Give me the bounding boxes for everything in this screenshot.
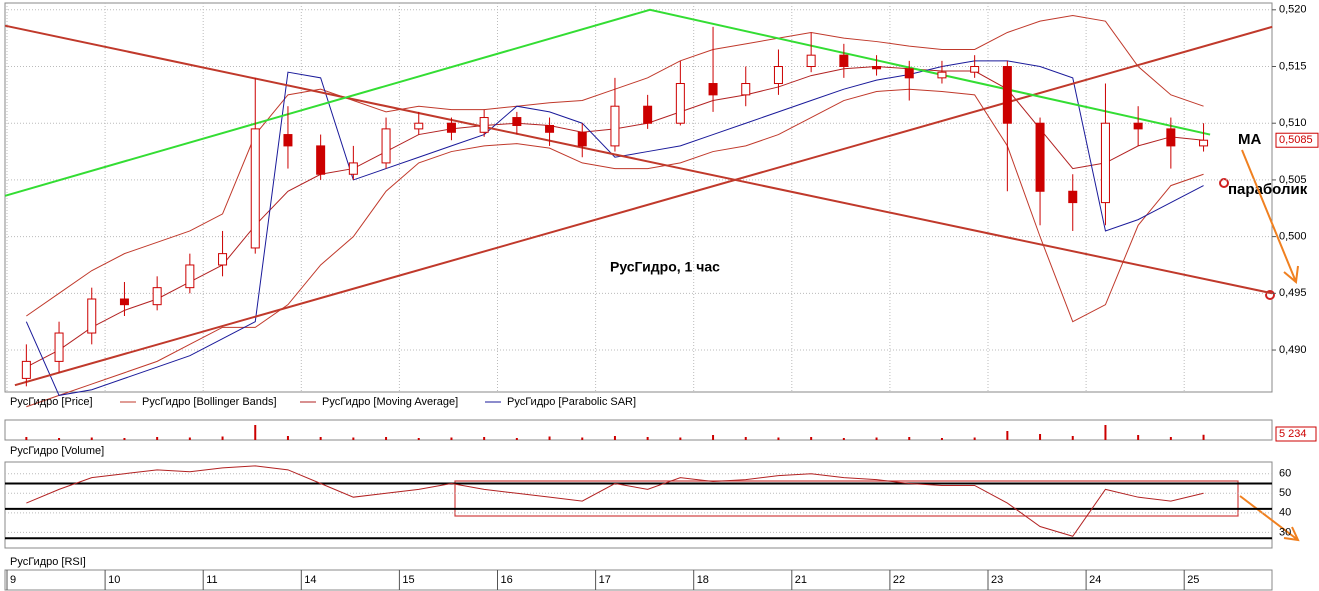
last-value-label: 0,5085 (1279, 134, 1313, 146)
y-tick-label: 0,510 (1279, 117, 1307, 129)
legend-label: РусГидро [Bollinger Bands] (142, 396, 277, 408)
trend-line (4, 8, 1211, 197)
marker (1219, 178, 1229, 188)
candle-body (283, 134, 293, 147)
y-tick-label: 40 (1279, 507, 1291, 519)
y-tick-label: 0,490 (1279, 344, 1307, 356)
candle-body (937, 71, 947, 79)
x-tick-label: 25 (1187, 574, 1199, 586)
x-tick-label: 17 (599, 574, 611, 586)
y-tick-label: 60 (1279, 468, 1291, 480)
date-axis (4, 569, 1273, 591)
y-tick-label: 0,505 (1279, 174, 1307, 186)
candle-body (610, 105, 620, 147)
panel-label: РусГидро [RSI] (10, 556, 86, 568)
x-tick-label: 18 (697, 574, 709, 586)
panel-label: РусГидро [Volume] (10, 445, 104, 457)
last-value-label: 5 234 (1279, 428, 1307, 440)
x-tick-label: 23 (991, 574, 1003, 586)
y-tick-label: 30 (1279, 526, 1291, 538)
x-tick-label: 10 (108, 574, 120, 586)
legend-label: РусГидро [Moving Average] (322, 396, 458, 408)
candle-body (446, 122, 456, 133)
candle-body (872, 66, 882, 70)
legend-label: РусГидро [Parabolic SAR] (507, 396, 636, 408)
x-tick-label: 14 (304, 574, 316, 586)
arrow (1239, 495, 1300, 542)
candle-body (545, 124, 555, 133)
chart-title: РусГидро, 1 час (610, 259, 720, 275)
candle-body (381, 128, 391, 164)
last-value-box (1275, 426, 1317, 442)
y-tick-label: 50 (1279, 487, 1291, 499)
candle-body (741, 83, 751, 96)
annotation: МА (1238, 131, 1261, 148)
candle-body (970, 66, 980, 73)
candle-body (218, 253, 228, 266)
candle-body (675, 83, 685, 124)
candle-body (250, 128, 260, 249)
arrow (1241, 149, 1299, 284)
candle-body (119, 298, 129, 306)
candle-body (54, 332, 64, 362)
rsi-line (26, 465, 1204, 537)
candle-body (152, 287, 162, 306)
candle-body (577, 131, 587, 147)
x-tick-label: 15 (402, 574, 414, 586)
candle-body (1199, 139, 1209, 147)
candle-body (1100, 122, 1110, 204)
candle-body (708, 83, 718, 96)
candle-body (479, 117, 489, 133)
candle-body (348, 162, 358, 175)
candle-body (643, 105, 653, 124)
x-tick-label: 11 (206, 574, 217, 586)
volume-panel (4, 419, 1273, 441)
x-tick-label: 21 (795, 574, 807, 586)
y-tick-label: 0,495 (1279, 287, 1307, 299)
x-tick-label: 9 (10, 574, 16, 586)
y-tick-label: 0,515 (1279, 60, 1307, 72)
candle-body (87, 298, 97, 334)
candle-body (904, 68, 914, 79)
x-tick-label: 16 (501, 574, 513, 586)
candle-body (414, 122, 424, 130)
candle-body (839, 54, 849, 68)
trend-line (4, 24, 1273, 295)
trend-line (14, 25, 1273, 387)
candle-body (21, 360, 31, 379)
candle-body (806, 54, 816, 68)
annotation: параболик (1228, 181, 1308, 198)
y-tick-label: 0,500 (1279, 231, 1307, 243)
candle-body (185, 264, 195, 289)
x-tick-label: 24 (1089, 574, 1101, 586)
candle-body (1166, 128, 1176, 147)
candle-body (773, 66, 783, 85)
legend-label: РусГидро [Price] (10, 396, 93, 408)
candle-body (1002, 66, 1012, 124)
candle-body (1035, 122, 1045, 192)
price-panel (4, 2, 1273, 393)
rsi-range-box (454, 480, 1239, 517)
rsi-panel (4, 461, 1273, 549)
last-value-box (1275, 132, 1319, 148)
candle-body (1068, 190, 1078, 204)
y-tick-label: 0,520 (1279, 4, 1307, 16)
x-tick-label: 22 (893, 574, 905, 586)
candle-body (512, 117, 522, 126)
candle-body (316, 145, 326, 175)
candle-body (1133, 122, 1143, 130)
